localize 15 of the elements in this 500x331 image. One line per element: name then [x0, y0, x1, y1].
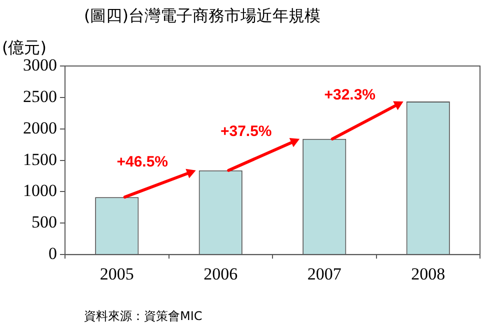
x-tick-label: 2006 [204, 264, 238, 284]
y-tick-label: 1500 [23, 150, 57, 169]
y-tick-label: 500 [32, 212, 57, 232]
y-tick-label: 2500 [23, 86, 57, 106]
y-tick-label: 2000 [23, 118, 57, 138]
annotation: +46.5% [116, 153, 168, 170]
annotation: +37.5% [220, 122, 272, 140]
x-tick-label: 2007 [307, 264, 342, 284]
y-tick-label: 0 [48, 244, 57, 264]
annotation: +32.3% [324, 86, 376, 104]
y-tick-label: 1000 [23, 181, 57, 200]
x-tick-label: 2008 [411, 264, 446, 284]
x-tick-label: 2005 [100, 264, 134, 284]
source-note: 資料來源：資策會MIC [84, 308, 202, 325]
chart-title: (圖四)台灣電子商務市場近年規模 [84, 6, 320, 27]
